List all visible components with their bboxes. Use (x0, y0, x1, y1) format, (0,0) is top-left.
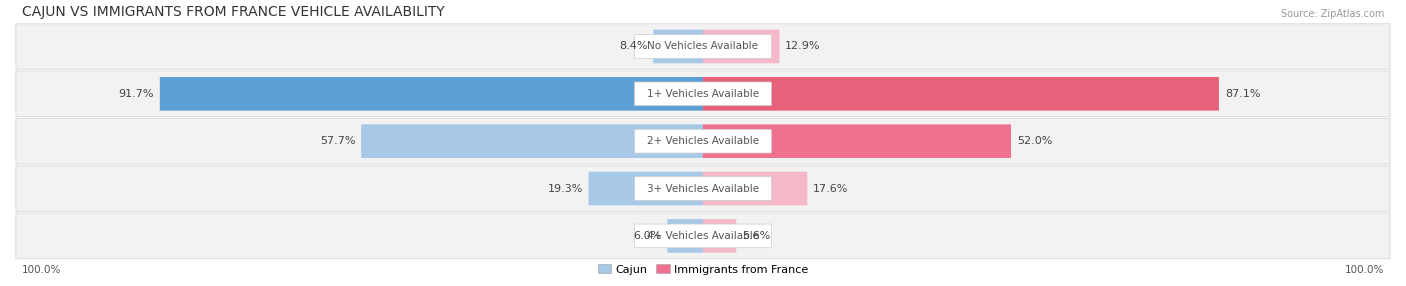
FancyBboxPatch shape (15, 71, 1391, 117)
Text: 17.6%: 17.6% (813, 184, 849, 194)
FancyBboxPatch shape (15, 213, 1391, 259)
Text: 87.1%: 87.1% (1225, 89, 1260, 99)
FancyBboxPatch shape (589, 172, 703, 205)
FancyBboxPatch shape (703, 124, 1011, 158)
FancyBboxPatch shape (703, 30, 779, 63)
Text: 100.0%: 100.0% (22, 265, 62, 275)
Text: 52.0%: 52.0% (1017, 136, 1052, 146)
FancyBboxPatch shape (703, 172, 807, 205)
Text: 2+ Vehicles Available: 2+ Vehicles Available (647, 136, 759, 146)
FancyBboxPatch shape (15, 24, 1391, 69)
Text: 100.0%: 100.0% (1344, 265, 1384, 275)
FancyBboxPatch shape (15, 118, 1391, 164)
Text: 3+ Vehicles Available: 3+ Vehicles Available (647, 184, 759, 194)
FancyBboxPatch shape (15, 166, 1391, 211)
Text: 5.6%: 5.6% (742, 231, 770, 241)
FancyBboxPatch shape (703, 77, 1219, 111)
Legend: Cajun, Immigrants from France: Cajun, Immigrants from France (593, 260, 813, 279)
Text: No Vehicles Available: No Vehicles Available (648, 41, 758, 51)
Text: Source: ZipAtlas.com: Source: ZipAtlas.com (1281, 9, 1384, 19)
Text: 12.9%: 12.9% (786, 41, 821, 51)
FancyBboxPatch shape (654, 30, 703, 63)
Text: CAJUN VS IMMIGRANTS FROM FRANCE VEHICLE AVAILABILITY: CAJUN VS IMMIGRANTS FROM FRANCE VEHICLE … (22, 5, 444, 19)
FancyBboxPatch shape (634, 177, 772, 200)
Text: 57.7%: 57.7% (319, 136, 356, 146)
FancyBboxPatch shape (634, 129, 772, 153)
FancyBboxPatch shape (668, 219, 703, 253)
Text: 19.3%: 19.3% (547, 184, 582, 194)
Text: 1+ Vehicles Available: 1+ Vehicles Available (647, 89, 759, 99)
FancyBboxPatch shape (634, 224, 772, 248)
Text: 6.0%: 6.0% (633, 231, 662, 241)
FancyBboxPatch shape (703, 219, 737, 253)
Text: 91.7%: 91.7% (118, 89, 155, 99)
Text: 4+ Vehicles Available: 4+ Vehicles Available (647, 231, 759, 241)
FancyBboxPatch shape (634, 35, 772, 58)
Text: 8.4%: 8.4% (619, 41, 647, 51)
FancyBboxPatch shape (634, 82, 772, 106)
FancyBboxPatch shape (361, 124, 703, 158)
FancyBboxPatch shape (160, 77, 703, 111)
